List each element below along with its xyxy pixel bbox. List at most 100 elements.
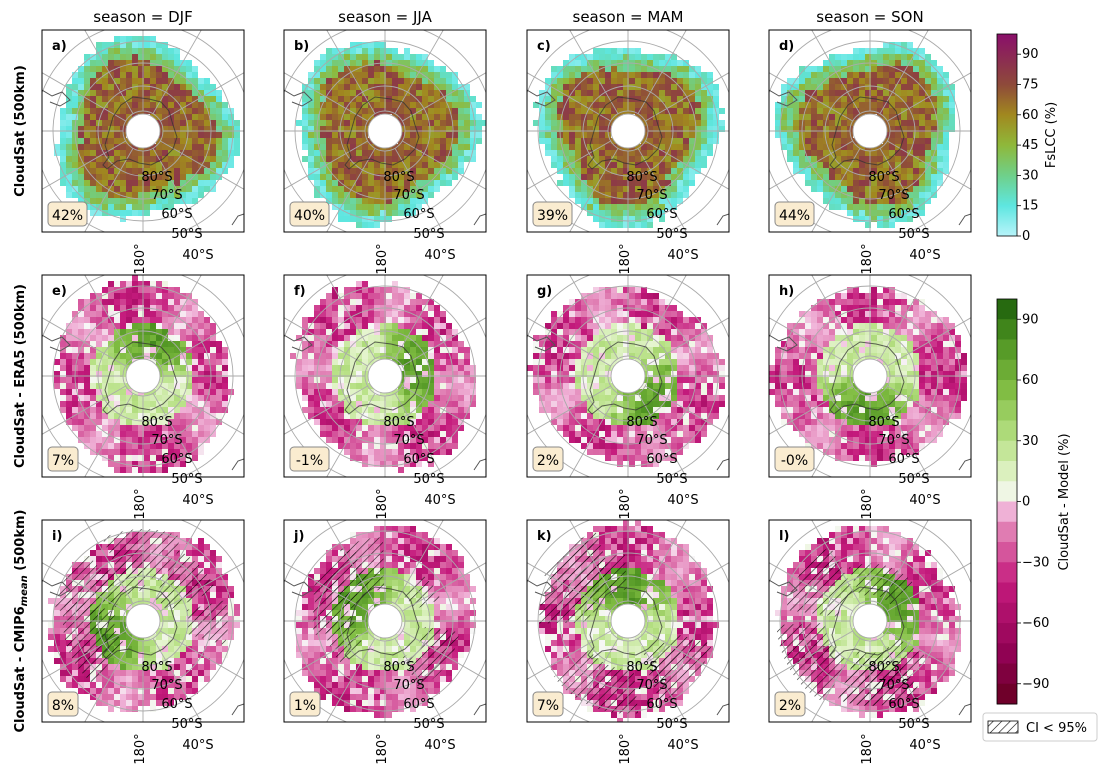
map-cell [144,42,150,48]
map-cell [599,132,605,138]
map-cell [222,144,228,150]
map-cell [835,138,841,144]
map-cell [665,132,671,138]
map-cell [380,204,386,210]
map-cell [168,168,174,174]
map-cell [569,132,575,138]
map-cell [599,162,605,168]
map-cell [332,168,338,174]
map-cell [689,317,695,323]
map-cell [96,84,102,90]
map-cell [416,311,422,317]
map-cell [719,401,725,407]
map-cell [126,198,132,204]
map-cell [398,54,404,60]
map-cell [174,132,180,138]
map-cell [144,156,150,162]
map-cell [332,413,338,419]
map-cell [545,371,551,377]
map-cell [919,198,925,204]
map-cell [180,437,186,443]
map-cell [440,90,446,96]
map-cell [805,138,811,144]
map-cell [859,78,865,84]
map-cell [156,311,162,317]
map-cell [356,293,362,299]
map-cell [186,389,192,395]
map-cell [557,162,563,168]
map-cell [428,317,434,323]
map-cell [302,377,308,383]
latitude-label: 40°S [182,248,213,263]
map-cell [404,449,410,455]
map-cell [422,401,428,407]
map-cell [623,341,629,347]
map-cell [635,156,641,162]
map-cell [901,54,907,60]
map-cell [186,132,192,138]
map-cell [162,347,168,353]
map-cell [398,311,404,317]
map-cell [464,407,470,413]
map-cell [847,156,853,162]
map-cell [234,138,240,144]
map-cell [96,437,102,443]
map-cell [368,54,374,60]
map-cell [428,108,434,114]
map-cell [949,96,955,102]
map-cell [162,192,168,198]
map-cell [404,144,410,150]
map-cell [234,144,240,150]
map-cell [168,431,174,437]
map-cell [701,359,707,365]
map-cell [617,180,623,186]
map-cell [665,78,671,84]
map-cell [695,132,701,138]
map-cell [356,317,362,323]
map-cell [587,365,593,371]
map-cell [859,210,865,216]
map-cell [186,383,192,389]
map-cell [937,132,943,138]
map-cell [168,132,174,138]
map-cell [410,90,416,96]
map-cell [677,180,683,186]
map-cell [120,114,126,120]
map-cell [162,156,168,162]
map-cell [895,48,901,54]
map-cell [314,341,320,347]
map-cell [204,96,210,102]
map-cell [362,114,368,120]
map-cell [198,311,204,317]
map-cell [599,78,605,84]
map-cell [192,186,198,192]
map-cell [362,102,368,108]
map-cell [326,401,332,407]
map-cell [338,156,344,162]
map-cell [198,144,204,150]
map-cell [883,108,889,114]
map-cell [575,132,581,138]
map-cell [671,192,677,198]
map-cell [817,72,823,78]
map-cell [452,144,458,150]
map-cell [132,311,138,317]
map-cell [174,168,180,174]
map-cell [593,401,599,407]
map-cell [446,395,452,401]
map-cell [114,96,120,102]
map-cell [695,377,701,383]
map-cell [533,353,539,359]
map-cell [156,174,162,180]
map-cell [156,48,162,54]
map-cell [60,132,66,138]
map-cell [356,84,362,90]
map-cell [174,78,180,84]
map-cell [308,156,314,162]
map-cell [575,329,581,335]
map-cell [865,102,871,108]
map-cell [210,347,216,353]
map-cell [434,186,440,192]
map-cell [440,114,446,120]
map-cell [943,168,949,174]
